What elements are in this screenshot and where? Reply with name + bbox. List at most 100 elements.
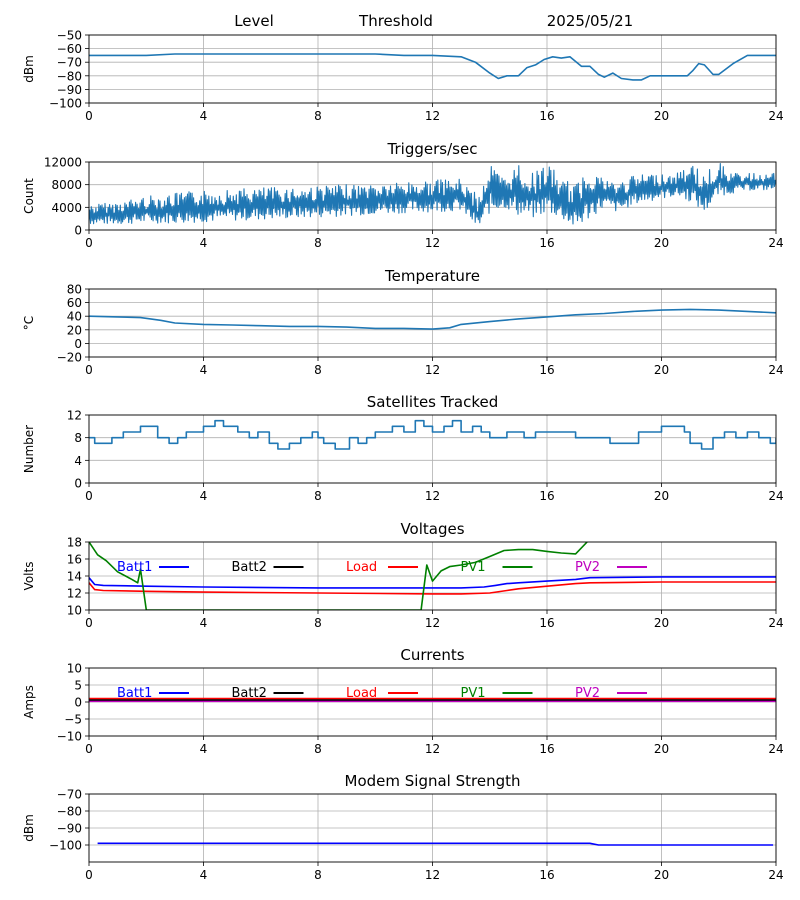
currents-legend-label: Load: [346, 686, 377, 701]
currents-ytick-label: 5: [74, 679, 82, 693]
currents-ylabel: Amps: [22, 685, 36, 719]
temperature-axes-frame: [88, 288, 777, 358]
currents-legend-label: PV1: [461, 686, 486, 701]
modem-xtick-label: 0: [85, 868, 93, 882]
header-level: Level: [234, 12, 274, 30]
temperature-series-line: [89, 308, 776, 330]
currents-xtick-label: 12: [425, 742, 440, 756]
temperature-ytick-label: 80: [67, 283, 82, 297]
level-axes-frame: [88, 34, 777, 104]
triggers-title: Triggers/sec: [387, 140, 478, 158]
temperature-xtick-label: 12: [425, 363, 440, 377]
currents-ytick-label: 10: [67, 662, 82, 676]
satellites-series-line: [89, 419, 776, 450]
voltages-panel: Voltages 0 4 8 12 16 20 24 10 12 14 16 18 Volts Batt1 B…: [22, 520, 784, 630]
triggers-ytick-label: 0: [74, 224, 82, 238]
level-xtick-label: 12: [425, 109, 440, 123]
voltages-ytick-label: 18: [67, 536, 82, 550]
satellites-xtick-label: 24: [768, 489, 783, 503]
currents-xtick-label: 16: [539, 742, 554, 756]
level-panel: 0 4 8 12 16 20 24 −50−60−70−80−90−100 dBm: [22, 29, 784, 124]
voltages-xtick-label: 12: [425, 616, 440, 630]
satellites-xtick-label: 8: [314, 489, 322, 503]
triggers-axes-frame: [88, 161, 777, 231]
triggers-panel: Triggers/sec 0 4 8 12 16 20 24 0 4000 8000 12000 Cou…: [22, 140, 784, 250]
modem-series-line: [97, 842, 774, 846]
temperature-xtick-label: 0: [85, 363, 93, 377]
temperature-ytick-label: 40: [67, 310, 82, 324]
triggers-xtick-label: 20: [654, 236, 669, 250]
voltages-title: Voltages: [400, 520, 464, 538]
voltages-ytick-label: 16: [67, 553, 82, 567]
chart-panels: 0 4 8 12 16 20 24−50−60−70−80−90−100dBmTrigger…: [22, 29, 784, 883]
temperature-ytick-label: 0: [74, 337, 82, 351]
modem-xtick-label: 8: [314, 868, 322, 882]
currents-ytick-label: 0: [74, 696, 82, 710]
voltages-xtick-label: 8: [314, 616, 322, 630]
currents-ytick-label: −5: [64, 713, 82, 727]
temperature-xtick-label: 24: [768, 363, 783, 377]
level-xtick-label: 0: [85, 109, 93, 123]
modem-xtick-label: 4: [200, 868, 208, 882]
currents-axes-frame: [88, 667, 777, 737]
modem-xtick-label: 12: [425, 868, 440, 882]
header-threshold: Threshold: [358, 12, 433, 30]
currents-ytick-label: −10: [57, 730, 82, 744]
voltages-ytick-label: 12: [67, 587, 82, 601]
level-xtick-label: 16: [539, 109, 554, 123]
voltages-xtick-label: 20: [654, 616, 669, 630]
level-xtick-label: 24: [768, 109, 783, 123]
voltages-ylabel: Volts: [22, 562, 36, 591]
voltages-xtick-label: 24: [768, 616, 783, 630]
satellites-xtick-label: 4: [200, 489, 208, 503]
level-xtick-label: 20: [654, 109, 669, 123]
voltages-xtick-label: 0: [85, 616, 93, 630]
modem-ytick-label: −90: [57, 822, 82, 836]
currents-xtick-label: 0: [85, 742, 93, 756]
level-ytick-label: −100: [49, 97, 82, 111]
triggers-series-group: [89, 162, 776, 225]
satellites-xtick-label: 16: [539, 489, 554, 503]
temperature-xtick-label: 20: [654, 363, 669, 377]
triggers-xtick-label: 24: [768, 236, 783, 250]
satellites-title: Satellites Tracked: [367, 393, 498, 411]
satellites-ytick-label: 0: [74, 477, 82, 491]
voltages-legend-label: PV1: [461, 560, 486, 575]
voltages-xtick-label: 4: [200, 616, 208, 630]
voltages-legend-label: Batt1: [117, 560, 152, 575]
satellites-xtick-label: 20: [654, 489, 669, 503]
voltages-legend-label: Load: [346, 560, 377, 575]
level-xtick-label: 4: [200, 109, 208, 123]
modem-series-group: [97, 842, 774, 846]
temperature-title: Temperature: [384, 267, 480, 285]
triggers-xtick-label: 0: [85, 236, 93, 250]
satellites-xtick-label: 12: [425, 489, 440, 503]
satellites-series-group: [89, 419, 776, 450]
temperature-series-group: [89, 308, 776, 330]
triggers-series-line: [89, 162, 776, 225]
modem-axes-frame: [88, 793, 777, 863]
modem-ytick-label: −100: [49, 839, 82, 853]
voltages-series-group: [89, 542, 776, 610]
triggers-ytick-label: 4000: [51, 201, 82, 215]
modem-ylabel: dBm: [22, 814, 36, 842]
satellites-ytick-label: 12: [67, 409, 82, 423]
currents-xtick-label: 8: [314, 742, 322, 756]
level-ytick-label: −50: [57, 29, 82, 43]
level-ytick-label: −60: [57, 42, 82, 56]
triggers-ytick-label: 12000: [44, 156, 82, 170]
temperature-xtick-label: 4: [200, 363, 208, 377]
satellites-xtick-label: 0: [85, 489, 93, 503]
triggers-xtick-label: 12: [425, 236, 440, 250]
satellites-panel: Satellites Tracked 0 4 8 12 16 20 24 0 4 8 12 Number: [22, 393, 784, 503]
currents-xtick-label: 24: [768, 742, 783, 756]
voltages-series-line: [89, 581, 776, 595]
temperature-ytick-label: −20: [57, 351, 82, 365]
modem-xtick-label: 16: [539, 868, 554, 882]
currents-series-group: [89, 697, 776, 703]
level-ytick-label: −80: [57, 69, 82, 83]
modem-panel: Modem Signal Strength 0 4 8 12 16 20 24 −70 −80 −9…: [22, 772, 784, 882]
currents-legend-label: Batt2: [232, 686, 267, 701]
